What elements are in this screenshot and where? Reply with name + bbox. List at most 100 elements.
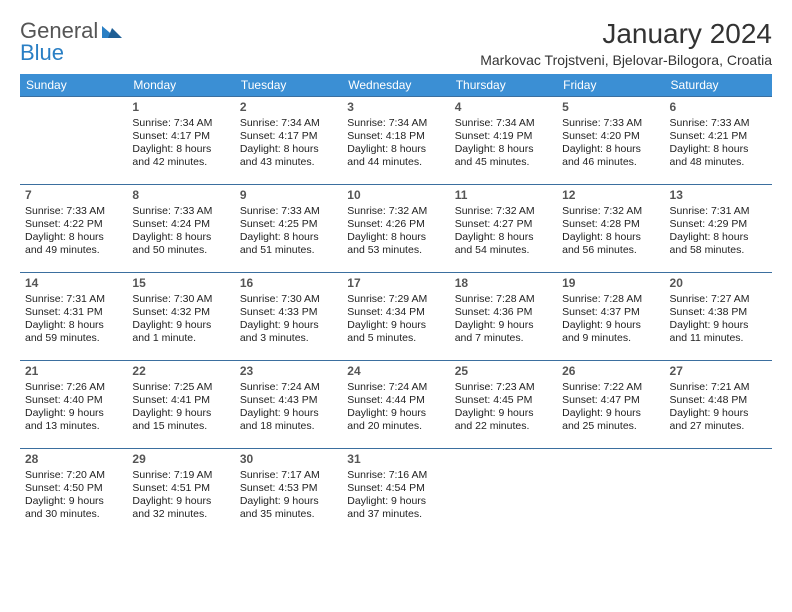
day-number: 9 (240, 188, 337, 203)
sun-info: Sunrise: 7:24 AMSunset: 4:44 PMDaylight:… (347, 381, 444, 434)
sunset-text: Sunset: 4:43 PM (240, 394, 337, 407)
daylight-text: Daylight: 8 hours and 56 minutes. (562, 231, 659, 257)
day-number: 21 (25, 364, 122, 379)
sunrise-text: Sunrise: 7:34 AM (240, 117, 337, 130)
sun-info: Sunrise: 7:23 AMSunset: 4:45 PMDaylight:… (455, 381, 552, 434)
sunset-text: Sunset: 4:27 PM (455, 218, 552, 231)
sunrise-text: Sunrise: 7:31 AM (670, 205, 767, 218)
sun-info: Sunrise: 7:20 AMSunset: 4:50 PMDaylight:… (25, 469, 122, 522)
sunrise-text: Sunrise: 7:33 AM (240, 205, 337, 218)
sunset-text: Sunset: 4:20 PM (562, 130, 659, 143)
weekday-header: Friday (557, 74, 664, 97)
day-number: 18 (455, 276, 552, 291)
sunrise-text: Sunrise: 7:25 AM (132, 381, 229, 394)
sun-info: Sunrise: 7:19 AMSunset: 4:51 PMDaylight:… (132, 469, 229, 522)
daylight-text: Daylight: 9 hours and 37 minutes. (347, 495, 444, 521)
sunrise-text: Sunrise: 7:33 AM (670, 117, 767, 130)
calendar-day-cell: 15Sunrise: 7:30 AMSunset: 4:32 PMDayligh… (127, 273, 234, 361)
calendar-day-cell: 12 Sunrise: 7:32 AMSunset: 4:28 PMDayligh… (557, 185, 664, 273)
header: General January 2024 Markovac Trojstveni… (20, 18, 772, 68)
daylight-text: Daylight: 8 hours and 48 minutes. (670, 143, 767, 169)
sun-info: Sunrise: 7:32 AMSunset: 4:27 PMDaylight:… (455, 205, 552, 258)
sunrise-text: Sunrise: 7:27 AM (670, 293, 767, 306)
sun-info: Sunrise: 7:22 AMSunset: 4:47 PMDaylight:… (562, 381, 659, 434)
sunrise-text: Sunrise: 7:24 AM (347, 381, 444, 394)
daylight-text: Daylight: 8 hours and 45 minutes. (455, 143, 552, 169)
calendar-day-cell: 26Sunrise: 7:22 AMSunset: 4:47 PMDayligh… (557, 361, 664, 449)
sunrise-text: Sunrise: 7:22 AM (562, 381, 659, 394)
calendar-day-cell: 8Sunrise: 7:33 AMSunset: 4:24 PMDaylight… (127, 185, 234, 273)
sunrise-text: Sunrise: 7:33 AM (562, 117, 659, 130)
logo-triangle-icon (102, 22, 122, 43)
weekday-header: Saturday (665, 74, 772, 97)
sunrise-text: Sunrise: 7:32 AM (347, 205, 444, 218)
sunrise-text: Sunrise: 7:16 AM (347, 469, 444, 482)
day-number: 12 (562, 188, 659, 203)
sunrise-text: Sunrise: 7:34 AM (132, 117, 229, 130)
sunset-text: Sunset: 4:29 PM (670, 218, 767, 231)
sun-info: Sunrise: 7:26 AMSunset: 4:40 PMDaylight:… (25, 381, 122, 434)
sun-info: Sunrise: 7:34 AMSunset: 4:18 PMDaylight:… (347, 117, 444, 170)
daylight-text: Daylight: 9 hours and 11 minutes. (670, 319, 767, 345)
sunset-text: Sunset: 4:53 PM (240, 482, 337, 495)
daylight-text: Daylight: 8 hours and 54 minutes. (455, 231, 552, 257)
sun-info: Sunrise: 7:30 AMSunset: 4:32 PMDaylight:… (132, 293, 229, 346)
calendar-week-row: 28Sunrise: 7:20 AMSunset: 4:50 PMDayligh… (20, 449, 772, 537)
sun-info: Sunrise: 7:31 AMSunset: 4:29 PMDaylight:… (670, 205, 767, 258)
day-number: 30 (240, 452, 337, 467)
sunrise-text: Sunrise: 7:23 AM (455, 381, 552, 394)
sunrise-text: Sunrise: 7:28 AM (562, 293, 659, 306)
calendar-day-cell: 7Sunrise: 7:33 AMSunset: 4:22 PMDaylight… (20, 185, 127, 273)
calendar-day-cell: 21 Sunrise: 7:26 AMSunset: 4:40 PMDayligh… (20, 361, 127, 449)
calendar-day-cell (665, 449, 772, 537)
calendar-day-cell: 5Sunrise: 7:33 AMSunset: 4:20 PMDaylight… (557, 97, 664, 185)
calendar-day-cell: 23Sunrise: 7:24 AMSunset: 4:43 PMDayligh… (235, 361, 342, 449)
sun-info: Sunrise: 7:31 AMSunset: 4:31 PMDaylight:… (25, 293, 122, 346)
sunset-text: Sunset: 4:41 PM (132, 394, 229, 407)
sunset-text: Sunset: 4:40 PM (25, 394, 122, 407)
daylight-text: Daylight: 8 hours and 59 minutes. (25, 319, 122, 345)
calendar-day-cell: 1Sunrise: 7:34 AMSunset: 4:17 PMDaylight… (127, 97, 234, 185)
calendar-week-row: 7Sunrise: 7:33 AMSunset: 4:22 PMDaylight… (20, 185, 772, 273)
day-number: 10 (347, 188, 444, 203)
day-number: 7 (25, 188, 122, 203)
sunrise-text: Sunrise: 7:24 AM (240, 381, 337, 394)
calendar-day-cell: 10Sunrise: 7:32 AMSunset: 4:26 PMDayligh… (342, 185, 449, 273)
calendar-day-cell: 20Sunrise: 7:27 AMSunset: 4:38 PMDayligh… (665, 273, 772, 361)
day-number: 22 (132, 364, 229, 379)
daylight-text: Daylight: 9 hours and 32 minutes. (132, 495, 229, 521)
day-number: 13 (670, 188, 767, 203)
day-number: 20 (670, 276, 767, 291)
sunrise-text: Sunrise: 7:32 AM (562, 205, 659, 218)
daylight-text: Daylight: 9 hours and 15 minutes. (132, 407, 229, 433)
weekday-header: Sunday (20, 74, 127, 97)
sunrise-text: Sunrise: 7:34 AM (455, 117, 552, 130)
sunrise-text: Sunrise: 7:29 AM (347, 293, 444, 306)
sun-info: Sunrise: 7:28 AMSunset: 4:37 PMDaylight:… (562, 293, 659, 346)
day-number: 17 (347, 276, 444, 291)
daylight-text: Daylight: 8 hours and 51 minutes. (240, 231, 337, 257)
calendar-day-cell: 28Sunrise: 7:20 AMSunset: 4:50 PMDayligh… (20, 449, 127, 537)
sun-info: Sunrise: 7:33 AMSunset: 4:20 PMDaylight:… (562, 117, 659, 170)
day-number: 2 (240, 100, 337, 115)
sunset-text: Sunset: 4:48 PM (670, 394, 767, 407)
sun-info: Sunrise: 7:32 AMSunset: 4:28 PMDaylight:… (562, 205, 659, 258)
sunset-text: Sunset: 4:31 PM (25, 306, 122, 319)
day-number: 24 (347, 364, 444, 379)
sunset-text: Sunset: 4:26 PM (347, 218, 444, 231)
sun-info: Sunrise: 7:21 AMSunset: 4:48 PMDaylight:… (670, 381, 767, 434)
sunset-text: Sunset: 4:44 PM (347, 394, 444, 407)
sunrise-text: Sunrise: 7:31 AM (25, 293, 122, 306)
sun-info: Sunrise: 7:16 AMSunset: 4:54 PMDaylight:… (347, 469, 444, 522)
calendar-day-cell: 11Sunrise: 7:32 AMSunset: 4:27 PMDayligh… (450, 185, 557, 273)
sun-info: Sunrise: 7:17 AMSunset: 4:53 PMDaylight:… (240, 469, 337, 522)
calendar-day-cell: 9Sunrise: 7:33 AMSunset: 4:25 PMDaylight… (235, 185, 342, 273)
sunset-text: Sunset: 4:24 PM (132, 218, 229, 231)
calendar-header-row: Sunday Monday Tuesday Wednesday Thursday… (20, 74, 772, 97)
sunrise-text: Sunrise: 7:30 AM (132, 293, 229, 306)
sunset-text: Sunset: 4:37 PM (562, 306, 659, 319)
calendar-week-row: 1Sunrise: 7:34 AMSunset: 4:17 PMDaylight… (20, 97, 772, 185)
calendar-day-cell: 22 Sunrise: 7:25 AMSunset: 4:41 PMDayligh… (127, 361, 234, 449)
sunset-text: Sunset: 4:17 PM (240, 130, 337, 143)
sun-info: Sunrise: 7:24 AMSunset: 4:43 PMDaylight:… (240, 381, 337, 434)
